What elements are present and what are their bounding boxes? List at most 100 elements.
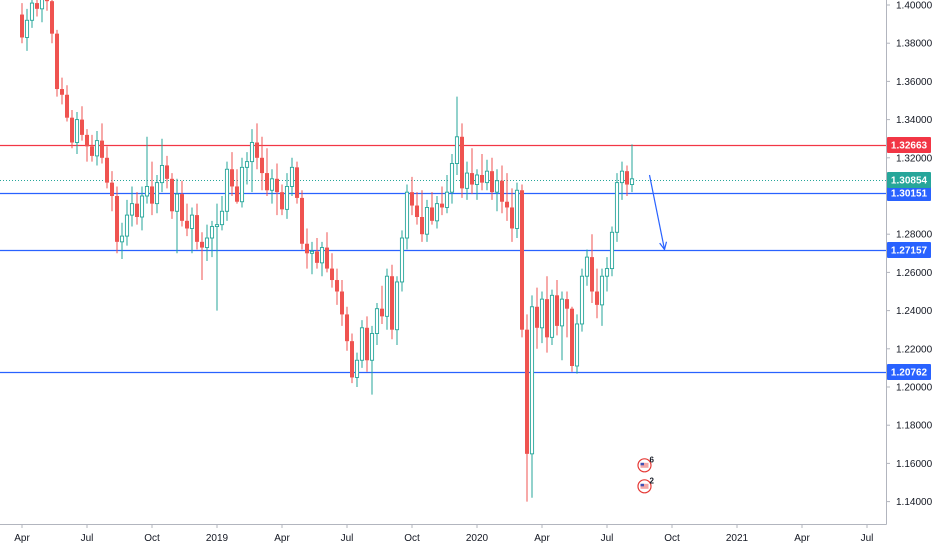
economic-event-icon[interactable]: 6 bbox=[637, 455, 655, 473]
candle[interactable] bbox=[180, 180, 184, 227]
candle[interactable] bbox=[105, 146, 109, 189]
candle[interactable] bbox=[154, 174, 160, 214]
candle[interactable] bbox=[490, 157, 494, 200]
candle[interactable] bbox=[255, 123, 259, 170]
candle[interactable] bbox=[614, 173, 620, 242]
candle[interactable] bbox=[280, 184, 284, 216]
candle[interactable] bbox=[265, 148, 269, 196]
candle[interactable] bbox=[39, 0, 45, 23]
candle[interactable] bbox=[139, 186, 145, 231]
candle[interactable] bbox=[480, 153, 484, 191]
last-price-badge[interactable]: 1.30854 bbox=[887, 172, 931, 188]
candle[interactable] bbox=[494, 169, 500, 212]
candle[interactable] bbox=[625, 165, 629, 196]
candle[interactable] bbox=[460, 123, 464, 198]
candle[interactable] bbox=[29, 0, 35, 28]
candle[interactable] bbox=[374, 302, 380, 345]
candle[interactable] bbox=[135, 192, 139, 225]
candle[interactable] bbox=[129, 186, 135, 227]
candle[interactable] bbox=[629, 144, 635, 193]
candle[interactable] bbox=[354, 352, 360, 387]
candle[interactable] bbox=[340, 280, 344, 326]
candle[interactable] bbox=[309, 241, 315, 275]
candle[interactable] bbox=[70, 110, 74, 149]
candle[interactable] bbox=[384, 268, 390, 330]
candle[interactable] bbox=[55, 29, 59, 97]
candle[interactable] bbox=[350, 333, 354, 384]
candle[interactable] bbox=[159, 138, 165, 193]
candle[interactable] bbox=[165, 155, 169, 189]
candle[interactable] bbox=[510, 188, 514, 242]
candle[interactable] bbox=[454, 96, 460, 175]
candle[interactable] bbox=[444, 174, 450, 214]
candle[interactable] bbox=[464, 161, 470, 200]
economic-event-icon[interactable]: 2 bbox=[637, 476, 655, 494]
candle[interactable] bbox=[535, 287, 539, 349]
candle[interactable] bbox=[230, 152, 234, 196]
candle[interactable] bbox=[209, 220, 215, 258]
candle[interactable] bbox=[410, 176, 414, 216]
candle[interactable] bbox=[315, 238, 319, 269]
candle[interactable] bbox=[609, 226, 615, 277]
candle[interactable] bbox=[204, 224, 210, 261]
candle[interactable] bbox=[474, 169, 480, 200]
candle[interactable] bbox=[345, 306, 349, 351]
candle[interactable] bbox=[365, 316, 369, 372]
candle[interactable] bbox=[124, 199, 130, 246]
candle[interactable] bbox=[94, 131, 100, 166]
candle[interactable] bbox=[325, 232, 329, 273]
candle[interactable] bbox=[415, 192, 419, 225]
candle[interactable] bbox=[289, 157, 295, 196]
candle[interactable] bbox=[85, 129, 89, 162]
candle[interactable] bbox=[570, 306, 574, 372]
candle[interactable] bbox=[235, 169, 239, 204]
candle[interactable] bbox=[195, 203, 199, 250]
candle[interactable] bbox=[150, 161, 154, 216]
candle[interactable] bbox=[90, 134, 94, 162]
candle[interactable] bbox=[74, 111, 80, 154]
candle[interactable] bbox=[514, 182, 520, 239]
candle[interactable] bbox=[599, 268, 605, 326]
candle[interactable] bbox=[170, 173, 174, 219]
candle[interactable] bbox=[119, 222, 125, 260]
candle[interactable] bbox=[420, 190, 424, 242]
candle[interactable] bbox=[35, 0, 39, 17]
candle[interactable] bbox=[549, 289, 555, 345]
candle[interactable] bbox=[115, 186, 119, 254]
candle[interactable] bbox=[295, 161, 299, 204]
candle[interactable] bbox=[45, 0, 49, 11]
candle[interactable] bbox=[484, 159, 490, 191]
candle[interactable] bbox=[20, 3, 24, 44]
level-badge-1.20762[interactable]: 1.20762 bbox=[887, 364, 931, 380]
candle[interactable] bbox=[505, 173, 509, 221]
candle[interactable] bbox=[249, 129, 255, 193]
candle[interactable] bbox=[60, 77, 64, 105]
candle[interactable] bbox=[219, 196, 225, 231]
candle[interactable] bbox=[330, 253, 334, 288]
candle[interactable] bbox=[604, 257, 610, 292]
candle[interactable] bbox=[214, 203, 220, 311]
candle[interactable] bbox=[359, 320, 365, 368]
candle[interactable] bbox=[525, 314, 529, 502]
candle[interactable] bbox=[584, 249, 590, 286]
candle[interactable] bbox=[434, 196, 440, 229]
candle[interactable] bbox=[500, 165, 504, 214]
candle[interactable] bbox=[24, 8, 30, 51]
candle[interactable] bbox=[110, 171, 114, 212]
candle[interactable] bbox=[189, 207, 195, 254]
candle[interactable] bbox=[284, 173, 290, 219]
candle[interactable] bbox=[545, 276, 549, 353]
candle[interactable] bbox=[305, 228, 309, 269]
candle[interactable] bbox=[399, 230, 405, 292]
candle[interactable] bbox=[440, 186, 444, 216]
level-badge-1.27157[interactable]: 1.27157 bbox=[887, 242, 931, 258]
candle[interactable] bbox=[319, 241, 325, 277]
candle[interactable] bbox=[390, 264, 394, 340]
candle[interactable] bbox=[224, 161, 230, 221]
projection-arrow[interactable] bbox=[648, 174, 666, 250]
candle[interactable] bbox=[565, 291, 569, 338]
candle[interactable] bbox=[144, 136, 150, 204]
candle[interactable] bbox=[394, 276, 400, 345]
candle[interactable] bbox=[239, 157, 245, 208]
